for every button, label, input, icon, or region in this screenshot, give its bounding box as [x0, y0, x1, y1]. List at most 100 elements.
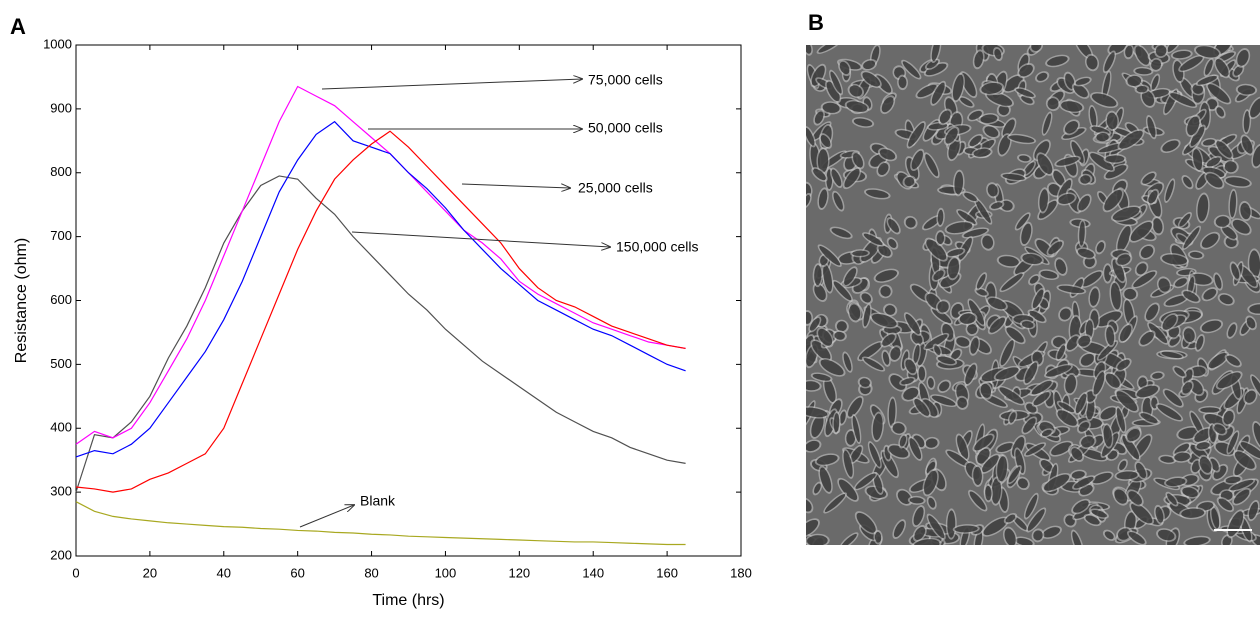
cell	[911, 150, 923, 170]
cell	[890, 347, 901, 360]
y-tick-label: 400	[50, 420, 72, 435]
cell	[1174, 367, 1185, 377]
cell	[983, 518, 1008, 536]
cell	[1211, 507, 1220, 529]
cell	[999, 387, 1024, 404]
cell	[1015, 537, 1033, 545]
cell	[998, 256, 1019, 267]
cell	[1174, 278, 1187, 287]
cell	[1048, 183, 1061, 196]
cell	[1152, 218, 1163, 234]
cell	[1024, 362, 1038, 384]
cell	[865, 189, 889, 198]
y-tick-label: 300	[50, 484, 72, 499]
y-tick-label: 800	[50, 164, 72, 179]
cell	[814, 284, 826, 301]
cell	[873, 473, 883, 493]
cell	[1170, 93, 1196, 107]
cell	[1124, 288, 1137, 300]
cell	[937, 209, 944, 225]
cell	[973, 148, 991, 157]
cell	[1079, 221, 1085, 246]
cell	[888, 398, 896, 427]
cell	[1090, 153, 1114, 171]
cell	[890, 375, 906, 390]
cell	[806, 127, 815, 146]
cell	[871, 313, 897, 328]
cell	[974, 51, 984, 68]
cell	[1207, 84, 1230, 103]
cell	[1244, 390, 1256, 403]
cell	[898, 76, 907, 89]
cell	[959, 313, 976, 324]
cell	[1078, 195, 1090, 211]
cell	[1102, 72, 1111, 99]
cell	[1016, 213, 1030, 229]
cell	[1078, 422, 1090, 432]
series-line	[75, 120, 686, 458]
cell	[833, 281, 852, 301]
cell	[1114, 489, 1128, 504]
cell	[823, 264, 833, 292]
cell	[1190, 412, 1204, 435]
cell	[1225, 476, 1241, 484]
cell	[1033, 392, 1050, 406]
cell	[818, 45, 841, 53]
cell	[1188, 276, 1195, 295]
cell	[869, 442, 881, 467]
cell	[1044, 474, 1070, 491]
cell	[954, 525, 978, 533]
cell	[811, 65, 825, 86]
cell	[1100, 407, 1117, 420]
cell	[1193, 149, 1203, 170]
cell	[1047, 98, 1059, 110]
cell	[928, 497, 936, 508]
cell	[934, 345, 941, 356]
cell	[969, 110, 982, 120]
cell	[824, 378, 836, 403]
cell	[1019, 155, 1030, 162]
cell	[1089, 288, 1099, 306]
cell	[806, 335, 814, 361]
y-tick-label: 200	[50, 547, 72, 562]
cell	[931, 395, 956, 406]
cell	[909, 497, 924, 504]
cell	[839, 411, 846, 424]
cell	[811, 414, 824, 438]
cell	[989, 317, 1005, 333]
cell	[833, 192, 843, 210]
cell	[1073, 500, 1089, 513]
cell	[1237, 49, 1249, 66]
cell	[1222, 536, 1232, 545]
cell	[1065, 73, 1075, 89]
cell	[806, 499, 812, 512]
cell	[1075, 45, 1092, 58]
cell	[987, 184, 998, 197]
cell	[926, 239, 947, 260]
cell	[849, 304, 861, 321]
series-line	[75, 85, 686, 445]
cell	[863, 60, 876, 70]
cell	[1202, 139, 1215, 146]
cell	[862, 72, 880, 87]
cell	[968, 300, 985, 325]
cell	[1085, 320, 1093, 339]
cell	[1043, 113, 1052, 134]
cell	[1110, 282, 1121, 310]
cell	[1227, 432, 1238, 453]
cell	[913, 539, 940, 545]
cell	[1155, 45, 1167, 57]
cell	[848, 397, 863, 417]
cell	[1216, 107, 1225, 117]
cell	[1000, 340, 1014, 366]
cell	[974, 435, 993, 451]
cell	[1125, 45, 1133, 58]
cell	[937, 356, 956, 365]
cell	[863, 357, 884, 371]
cell	[956, 337, 970, 347]
cell	[1119, 130, 1143, 149]
cell	[997, 456, 1008, 482]
cell	[1021, 223, 1032, 245]
cell	[1187, 116, 1200, 136]
